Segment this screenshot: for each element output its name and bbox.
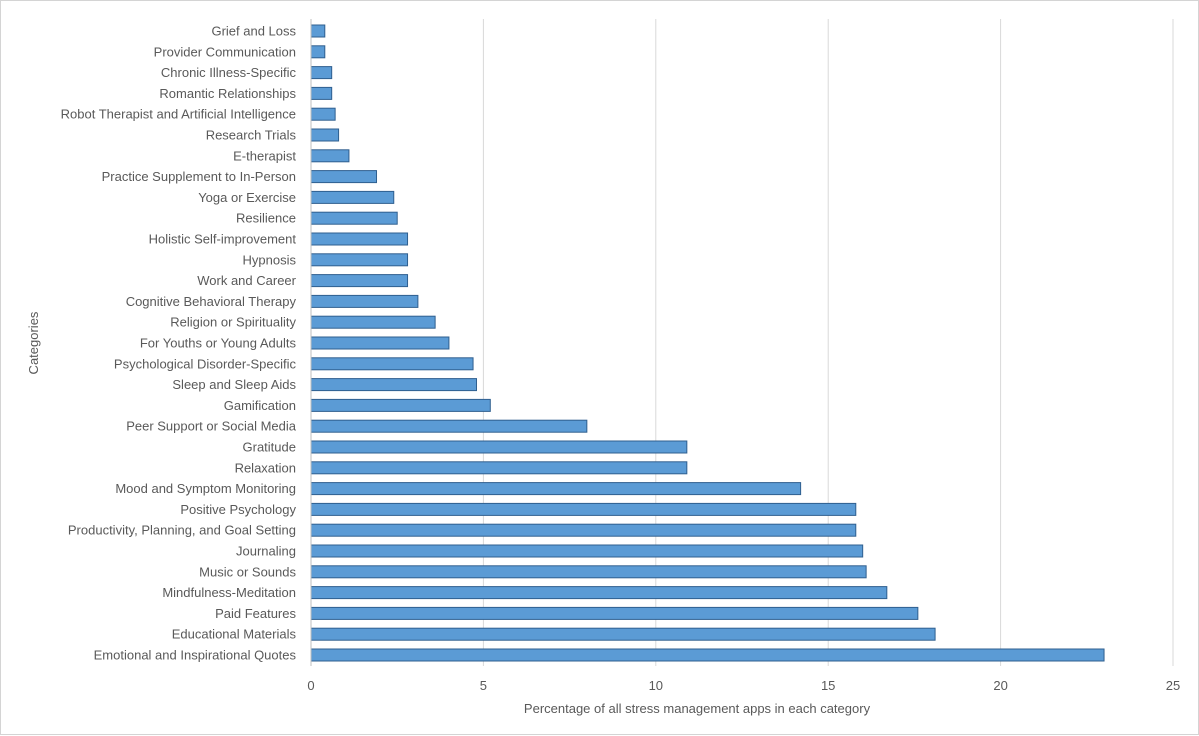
y-tick-label: Positive Psychology <box>180 502 296 517</box>
y-tick-label: Paid Features <box>215 606 296 621</box>
y-tick-label: Peer Support or Social Media <box>126 419 297 434</box>
bar-cognitive-behavioral-therapy <box>310 294 419 308</box>
bar-provider-communication <box>310 45 326 59</box>
bar-romantic-relationships <box>310 86 333 100</box>
y-tick-label: Research Trials <box>206 128 297 143</box>
bar-peer-support-or-social-media <box>310 419 588 433</box>
bar-chronic-illness-specific <box>310 66 333 80</box>
bar-paid-features <box>310 606 919 620</box>
y-tick-label: Gamification <box>224 398 296 413</box>
x-tick-label: 10 <box>649 678 663 693</box>
bar-religion-or-spirituality <box>310 315 436 329</box>
y-tick-label: Gratitude <box>243 440 296 455</box>
y-tick-label: For Youths or Young Adults <box>140 336 297 351</box>
bar-robot-therapist-and-artificial-intelligence <box>310 107 336 121</box>
bar-work-and-career <box>310 274 409 288</box>
y-tick-label: Yoga or Exercise <box>198 190 296 205</box>
bar-positive-psychology <box>310 502 857 516</box>
y-tick-label: E-therapist <box>233 148 296 163</box>
y-tick-label: Cognitive Behavioral Therapy <box>126 294 297 309</box>
bar-educational-materials <box>310 627 936 641</box>
x-tick-label: 20 <box>993 678 1007 693</box>
bar-journaling <box>310 544 864 558</box>
bar-music-or-sounds <box>310 565 867 579</box>
bar-gratitude <box>310 440 688 454</box>
bar-hypnosis <box>310 253 409 267</box>
bar-emotional-and-inspirational-quotes <box>310 648 1105 662</box>
y-axis-title: Categories <box>26 311 41 374</box>
y-tick-label: Religion or Spirituality <box>170 315 296 330</box>
x-axis-title: Percentage of all stress management apps… <box>524 701 871 716</box>
bar-productivity-planning-and-goal-setting <box>310 523 857 537</box>
bar-psychological-disorder-specific <box>310 357 474 371</box>
y-tick-labels: Grief and Loss Provider Communication Chro… <box>61 24 297 663</box>
bar-holistic-self-improvement <box>310 232 409 246</box>
y-tick-label: Practice Supplement to In-Person <box>102 169 296 184</box>
bar-practice-supplement-to-in-person <box>310 170 378 184</box>
y-tick-label: Psychological Disorder-Specific <box>114 356 297 371</box>
x-tick-label: 5 <box>480 678 487 693</box>
bar-mood-and-symptom-monitoring <box>310 482 802 496</box>
y-tick-label: Music or Sounds <box>199 564 296 579</box>
x-tick-label: 15 <box>821 678 835 693</box>
y-tick-label: Educational Materials <box>172 627 297 642</box>
gridlines <box>482 19 1174 666</box>
y-tick-label: Provider Communication <box>154 44 296 59</box>
bar-research-trials <box>310 128 340 142</box>
y-tick-label: Emotional and Inspirational Quotes <box>94 648 297 663</box>
y-tick-label: Chronic Illness-Specific <box>161 65 297 80</box>
x-tick-label: 0 <box>307 678 314 693</box>
y-tick-label: Mood and Symptom Monitoring <box>115 481 296 496</box>
bar-sleep-and-sleep-aids <box>310 378 478 392</box>
y-tick-label: Mindfulness-Meditation <box>162 585 296 600</box>
y-tick-label: Journaling <box>236 544 296 559</box>
bar-for-youths-or-young-adults <box>310 336 450 350</box>
x-tick-label: 25 <box>1166 678 1180 693</box>
y-tick-label: Robot Therapist and Artificial Intellige… <box>61 107 296 122</box>
y-tick-label: Holistic Self-improvement <box>149 232 297 247</box>
y-tick-label: Grief and Loss <box>211 24 296 39</box>
y-tick-label: Sleep and Sleep Aids <box>172 377 296 392</box>
x-tick-labels: 0 5 10 15 20 25 <box>307 678 1180 693</box>
bar-grief-and-loss <box>310 24 326 38</box>
y-tick-label: Productivity, Planning, and Goal Setting <box>68 523 296 538</box>
y-tick-label: Hypnosis <box>243 252 297 267</box>
y-tick-label: Resilience <box>236 211 296 226</box>
y-tick-label: Relaxation <box>235 460 296 475</box>
y-tick-label: Work and Career <box>197 273 296 288</box>
bar-mindfulness-meditation <box>310 586 888 600</box>
bar-e-therapist <box>310 149 350 163</box>
bar-gamification <box>310 398 491 412</box>
bar-relaxation <box>310 461 688 475</box>
bar-yoga-or-exercise <box>310 190 395 204</box>
y-tick-label: Romantic Relationships <box>159 86 296 101</box>
bars <box>310 24 1105 662</box>
bar-resilience <box>310 211 398 225</box>
